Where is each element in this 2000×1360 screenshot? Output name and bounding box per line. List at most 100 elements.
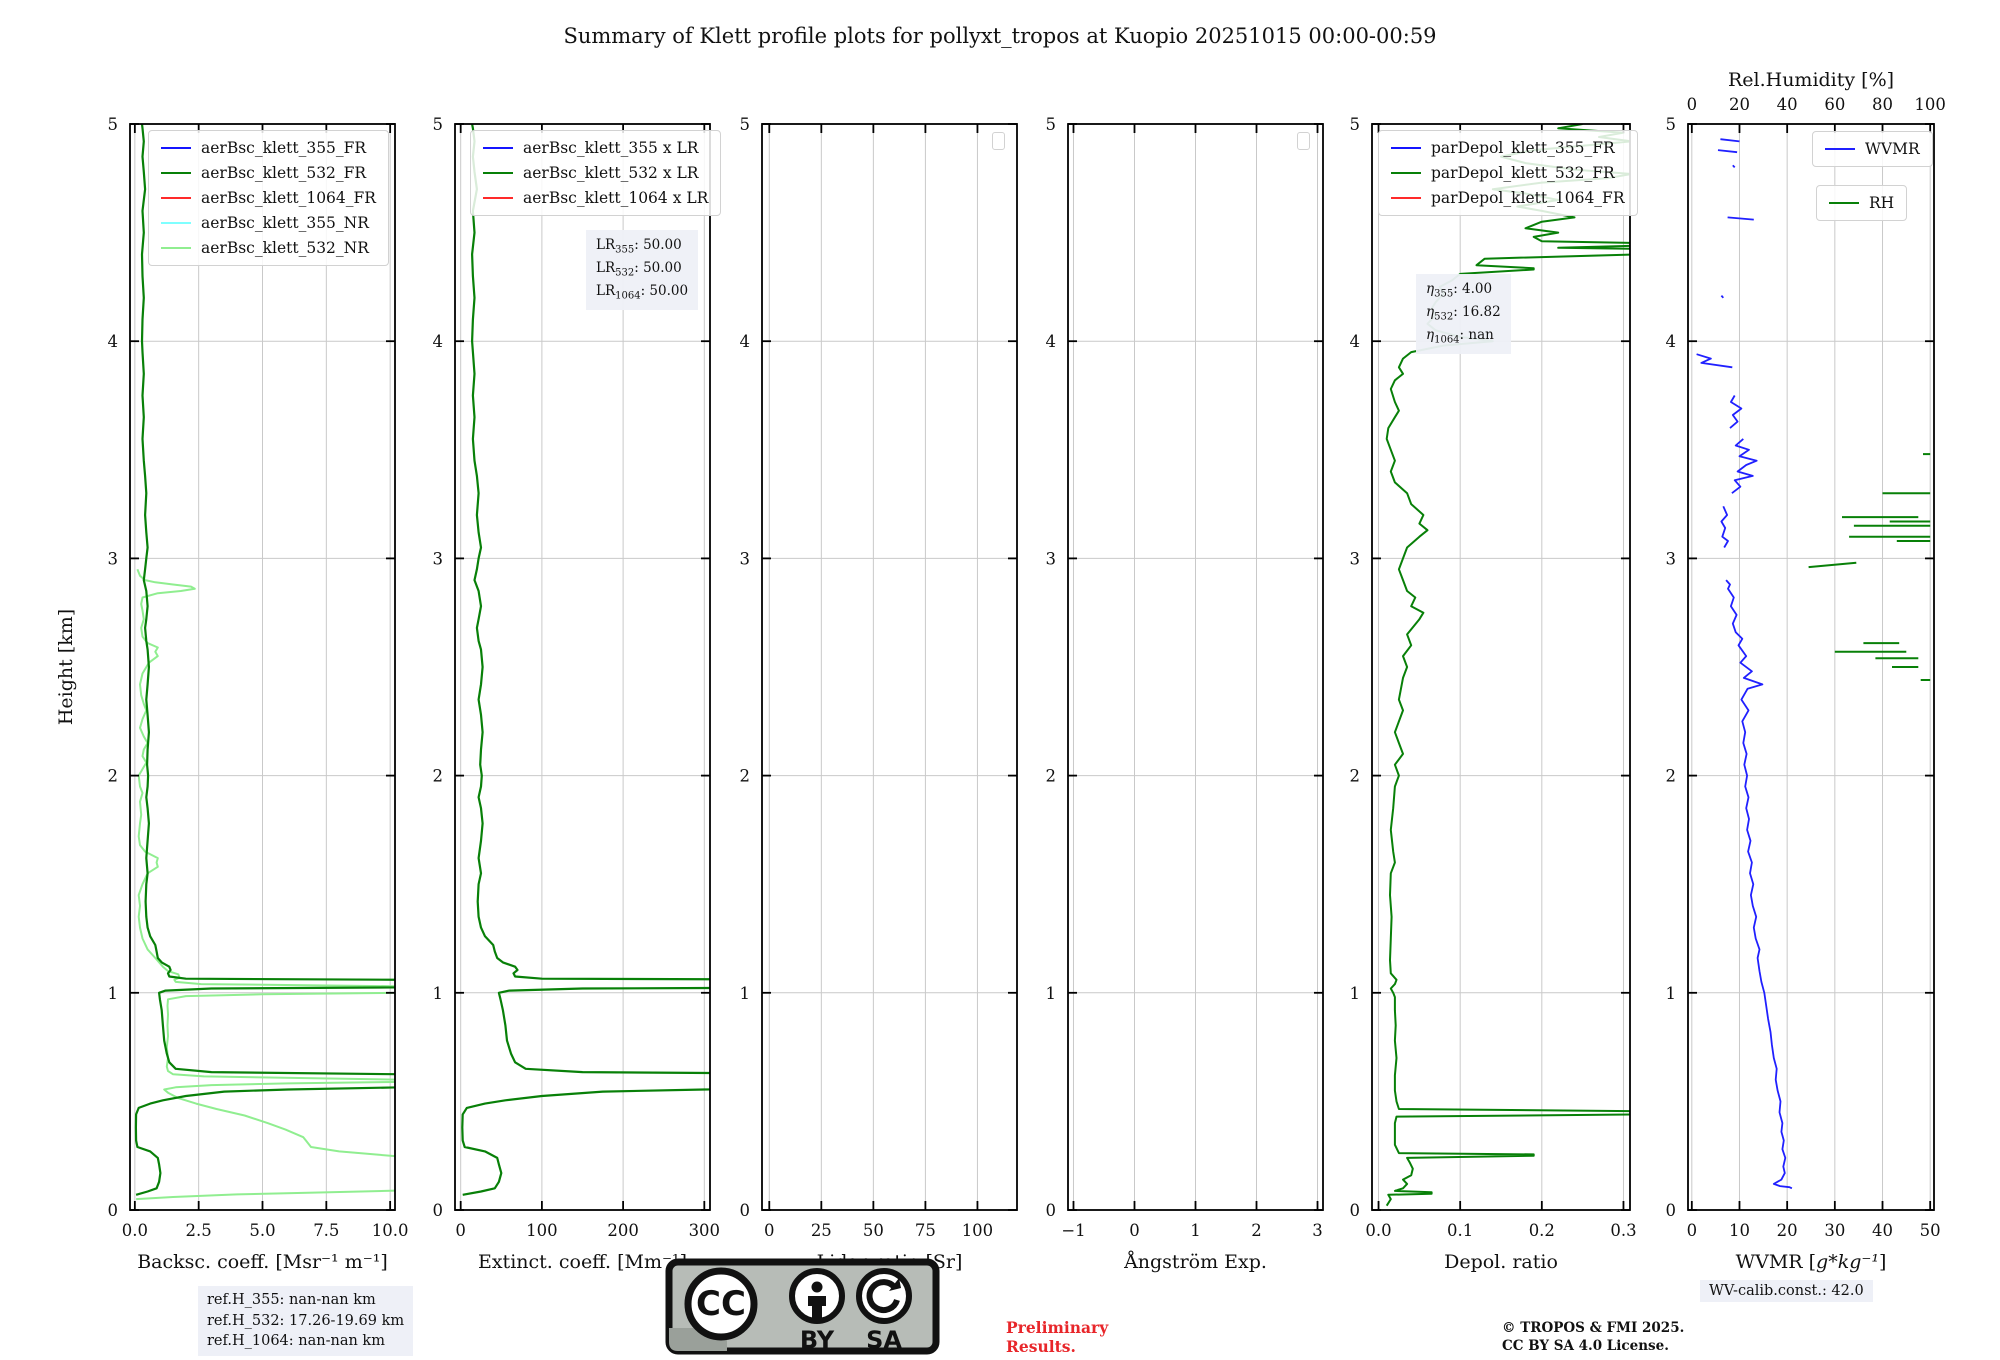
panel-extinction: 0 100 200 300 0 1 2 3 4 5 Extinct. coeff. [Mm⁻¹] [433, 115, 721, 1273]
legend-item: RH [1829, 194, 1894, 212]
xtick-label: 0 [764, 1221, 775, 1240]
top-tick-label: 0 [1687, 95, 1698, 114]
legend-rh: RH [1816, 185, 1908, 221]
legend-label: aerBsc_klett_1064_FR [201, 189, 376, 207]
legend-label: aerBsc_klett_355_FR [201, 139, 367, 157]
legend-item: aerBsc_klett_1064 x LR [483, 189, 708, 207]
ytick-label: 5 [1046, 115, 1057, 134]
legend-item: parDepol_klett_355_FR [1391, 139, 1625, 157]
xaxis-label: Extinct. coeff. [Mm⁻¹] [478, 1251, 687, 1273]
panel-backscatter: 0.0 2.5 5.0 7.5 10.0 0 1 2 3 4 5 Backsc. coeff. [Ms… [55, 115, 409, 1273]
series-group-depol-ratio [1385, 124, 1630, 1207]
legend-label: WVMR [1865, 140, 1920, 158]
ytick-label: 1 [1350, 984, 1361, 1003]
legend-swatch-icon [483, 172, 513, 174]
legend-extinction: aerBsc_klett_355 x LR aerBsc_klett_532 x … [470, 130, 722, 216]
series-group-wvmr [1696, 138, 1931, 1190]
legend-label: RH [1869, 194, 1895, 212]
legend-label: aerBsc_klett_355_NR [201, 214, 369, 232]
legend-empty-box [1297, 132, 1310, 150]
xtick-label: 30 [1824, 1221, 1845, 1240]
ytick-label: 5 [740, 115, 751, 134]
xtick-label: 75 [915, 1221, 936, 1240]
legend-swatch-icon [1391, 172, 1421, 174]
legend-empty-box [992, 132, 1005, 150]
series-WVMR [1727, 216, 1754, 221]
legend-swatch-icon [483, 197, 513, 199]
legend-item: aerBsc_klett_532 x LR [483, 164, 708, 182]
legend-label: parDepol_klett_1064_FR [1431, 189, 1625, 207]
preliminary-results-stamp: Preliminary Results. [1006, 1318, 1109, 1357]
legend-depol: parDepol_klett_355_FR parDepol_klett_532_… [1378, 130, 1638, 216]
page-title: Summary of Klett profile plots for polly… [563, 24, 1437, 48]
legend-swatch-icon [1391, 197, 1421, 199]
legend-swatch-icon [161, 197, 191, 199]
svg-text:CC: CC [696, 1284, 746, 1324]
top-tick-label: 60 [1824, 95, 1845, 114]
refh-355: ref.H_355: nan-nan km [207, 1292, 376, 1308]
series-WVMR [1725, 579, 1793, 1190]
ytick-label: 2 [1046, 767, 1057, 786]
series-aerBsc_klett_532_FR [134, 124, 395, 1196]
xtick-label: 10 [1729, 1221, 1750, 1240]
legend-swatch-icon [483, 147, 513, 149]
legend-label: aerBsc_klett_532_FR [201, 164, 367, 182]
legend-label: aerBsc_klett_355 x LR [523, 139, 699, 157]
xaxis-label: Depol. ratio [1444, 1251, 1558, 1273]
cc-by-sa-logo-icon: CC BY SA [665, 1258, 940, 1355]
legend-item: aerBsc_klett_355 x LR [483, 139, 708, 157]
ytick-label: 0 [433, 1201, 444, 1220]
xtick-label: 0.0 [122, 1221, 148, 1240]
panel-lidar-ratio: 0255075100012345Lidar ratio [Sr] [740, 115, 1018, 1273]
xaxis-label: WVMR [g*kg⁻¹] [1736, 1251, 1887, 1273]
xtick-label: 2 [1251, 1221, 1262, 1240]
series-WVMR [1720, 138, 1740, 143]
yaxis-label: Height [km] [55, 609, 77, 725]
ytick-label: 0 [740, 1201, 751, 1220]
legend-swatch-icon [1825, 148, 1855, 150]
cc-by-sa-badge: CC BY SA [665, 1258, 940, 1359]
ytick-label: 0 [1350, 1201, 1361, 1220]
annotation-line: η355: 4.00 [1426, 281, 1493, 300]
top-tick-label: 40 [1777, 95, 1798, 114]
legend-item: aerBsc_klett_355_FR [161, 139, 376, 157]
legend-swatch-icon [1829, 202, 1859, 204]
wv-calib-annotation: WV-calib.const.: 42.0 [1700, 1280, 1873, 1302]
xtick-label: 2.5 [186, 1221, 212, 1240]
annotation-lidar-ratio-values: LR355: 50.00 LR532: 50.00 LR1064: 50.00 [586, 230, 699, 310]
ytick-label: 1 [740, 984, 751, 1003]
series-WVMR [1729, 395, 1743, 429]
xtick-label: 200 [607, 1221, 639, 1240]
annotation-line: LR1064: 50.00 [596, 283, 689, 303]
ytick-label: 2 [1350, 767, 1361, 786]
legend-item: aerBsc_klett_532_FR [161, 164, 376, 182]
legend-wvmr: WVMR [1812, 131, 1933, 167]
xtick-label: 300 [689, 1221, 721, 1240]
legend-swatch-icon [161, 147, 191, 149]
series-aerBsc_klett_532_x_LR [461, 124, 710, 1196]
ytick-label: 3 [1350, 549, 1361, 568]
series-WVMR [1732, 164, 1736, 169]
legend-label: aerBsc_klett_532_NR [201, 239, 369, 257]
xtick-label: 0 [1687, 1221, 1698, 1240]
ytick-label: 5 [108, 115, 119, 134]
panel-depol-ratio: 0.0 0.1 0.2 0.3 0 1 2 3 4 5 Depol. ratio [1350, 115, 1637, 1273]
ytick-label: 5 [433, 115, 444, 134]
ytick-label: 3 [108, 549, 119, 568]
xtick-label: 50 [863, 1221, 884, 1240]
ytick-label: 2 [1666, 767, 1677, 786]
ytick-label: 0 [1666, 1201, 1677, 1220]
ytick-label: 3 [433, 549, 444, 568]
ytick-label: 4 [1666, 332, 1677, 351]
legend-item: parDepol_klett_1064_FR [1391, 189, 1625, 207]
top-tick-label: 20 [1729, 95, 1750, 114]
legend-swatch-icon [1391, 147, 1421, 149]
legend-item: aerBsc_klett_532_NR [161, 239, 376, 257]
ytick-label: 5 [1666, 115, 1677, 134]
svg-text:SA: SA [866, 1326, 902, 1354]
legend-label: aerBsc_klett_532 x LR [523, 164, 699, 182]
ytick-label: 2 [108, 767, 119, 786]
series-WVMR [1720, 505, 1729, 548]
